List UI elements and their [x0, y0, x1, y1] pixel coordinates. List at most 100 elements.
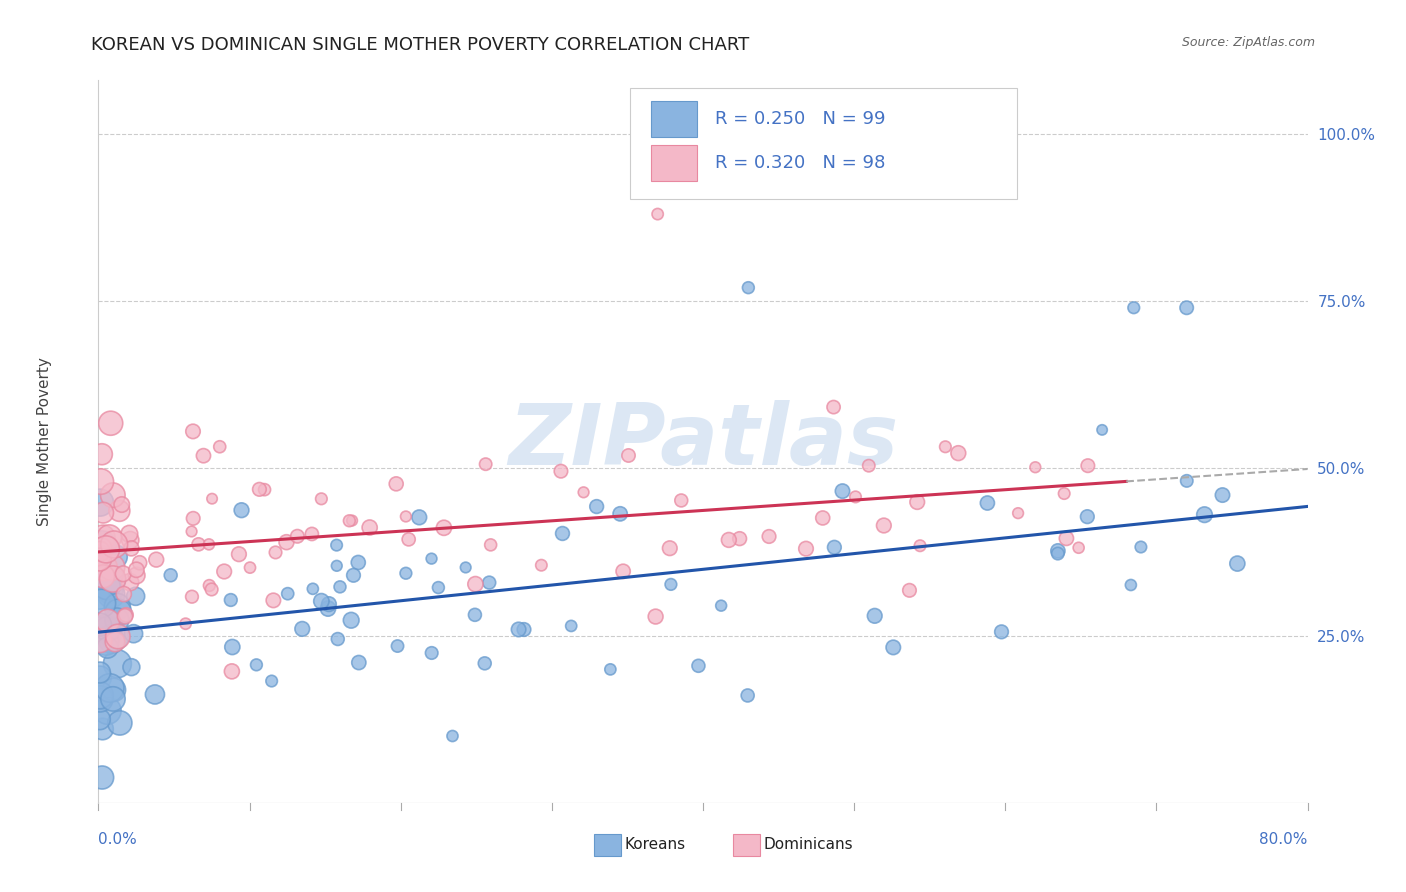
Point — [844, 490, 866, 504]
Point — [599, 662, 621, 676]
Point — [201, 491, 224, 506]
Point — [398, 533, 420, 547]
Point — [114, 609, 136, 624]
Point — [221, 665, 243, 679]
Point — [98, 628, 121, 642]
Point — [260, 673, 283, 688]
Point — [737, 281, 759, 295]
Point — [120, 660, 142, 674]
Text: KOREAN VS DOMINICAN SINGLE MOTHER POVERTY CORRELATION CHART: KOREAN VS DOMINICAN SINGLE MOTHER POVERT… — [91, 36, 749, 54]
Point — [89, 671, 111, 685]
Point — [89, 691, 111, 706]
Point — [644, 609, 666, 624]
Point — [249, 483, 271, 497]
Point — [508, 623, 530, 637]
Point — [427, 581, 450, 595]
Point — [395, 566, 418, 581]
Point — [337, 514, 360, 528]
Point — [96, 640, 118, 655]
Point — [1046, 544, 1069, 558]
Point — [89, 712, 111, 726]
Text: Source: ZipAtlas.com: Source: ZipAtlas.com — [1181, 36, 1315, 49]
Point — [97, 622, 120, 636]
Point — [617, 449, 640, 463]
Point — [647, 207, 669, 221]
Text: R = 0.320   N = 98: R = 0.320 N = 98 — [716, 154, 886, 172]
Point — [145, 552, 167, 566]
Point — [1053, 486, 1076, 500]
Point — [103, 574, 125, 588]
Point — [1175, 474, 1198, 488]
Point — [1129, 540, 1152, 554]
Point — [198, 578, 221, 592]
Point — [253, 483, 276, 497]
Point — [112, 587, 135, 601]
Point — [823, 541, 845, 555]
Point — [91, 569, 114, 583]
Point — [1226, 557, 1249, 571]
Point — [882, 640, 904, 655]
Point — [103, 682, 125, 697]
Point — [181, 425, 204, 439]
Point — [560, 619, 582, 633]
Point — [831, 484, 853, 499]
Text: 0.0%: 0.0% — [98, 831, 138, 847]
Point — [976, 496, 998, 510]
Point — [277, 587, 299, 601]
Point — [90, 447, 112, 461]
Point — [219, 593, 242, 607]
Point — [671, 493, 693, 508]
Point — [101, 692, 124, 706]
Point — [1091, 423, 1114, 437]
Point — [100, 416, 122, 430]
Point — [1076, 509, 1098, 524]
Point — [1024, 460, 1046, 475]
Point — [105, 599, 128, 614]
Point — [89, 633, 111, 648]
Point — [758, 529, 780, 543]
Point — [387, 639, 409, 653]
Point — [193, 449, 215, 463]
Point — [91, 722, 114, 736]
Point — [873, 518, 896, 533]
Point — [208, 440, 231, 454]
Point — [103, 537, 125, 551]
Point — [420, 646, 443, 660]
Point — [90, 541, 112, 556]
Point — [342, 568, 364, 582]
Point — [115, 607, 138, 622]
Point — [311, 491, 333, 506]
Point — [181, 511, 204, 525]
Point — [474, 657, 496, 671]
Point — [658, 541, 681, 556]
Point — [89, 495, 111, 509]
Point — [118, 526, 141, 541]
Point — [454, 560, 477, 574]
Point — [441, 729, 464, 743]
Point — [105, 613, 128, 627]
Point — [262, 593, 284, 607]
Point — [823, 400, 845, 414]
Point — [612, 564, 634, 578]
Point — [108, 504, 131, 518]
Point — [120, 533, 142, 547]
Point — [1119, 578, 1142, 592]
Point — [124, 590, 146, 604]
Point — [359, 520, 381, 534]
Point — [863, 608, 886, 623]
Point — [96, 704, 118, 718]
Point — [464, 607, 486, 622]
Point — [91, 558, 114, 572]
Point — [329, 580, 352, 594]
Point — [1211, 488, 1233, 502]
Point — [347, 656, 370, 670]
Point — [101, 488, 124, 502]
Point — [287, 529, 309, 543]
Point — [302, 582, 325, 596]
Point — [105, 657, 128, 671]
Point — [245, 657, 267, 672]
Point — [107, 630, 129, 644]
Point — [104, 635, 127, 649]
Point — [420, 551, 443, 566]
Point — [659, 577, 682, 591]
